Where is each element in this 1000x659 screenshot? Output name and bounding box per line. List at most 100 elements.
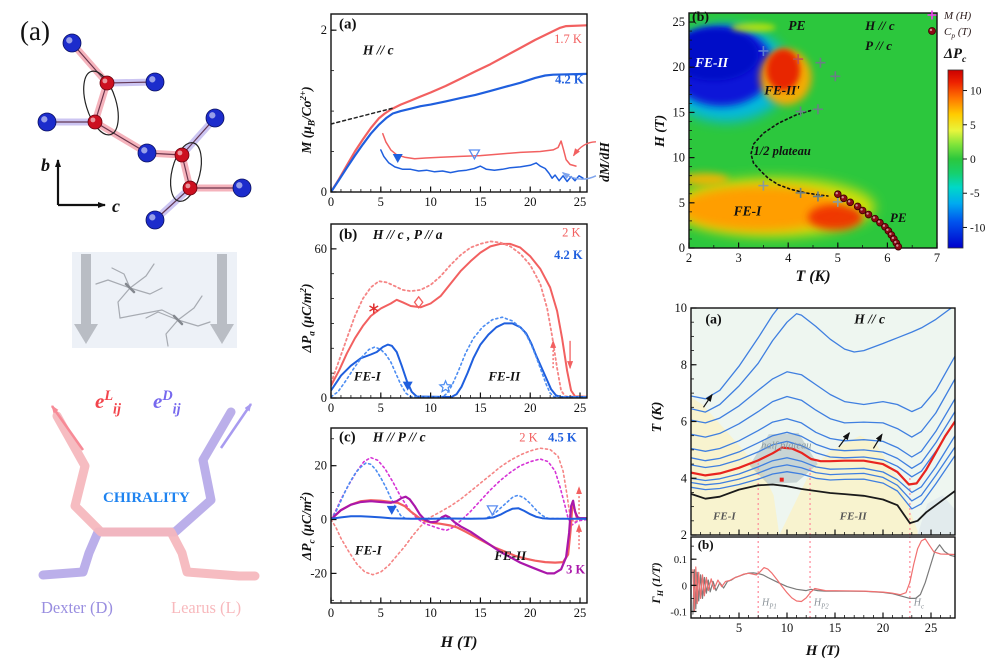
svg-text:4.2 K: 4.2 K bbox=[554, 248, 583, 262]
svg-text:FE-I: FE-I bbox=[733, 203, 763, 218]
svg-text:ΔPc (μC/m2): ΔPc (μC/m2) bbox=[300, 492, 317, 562]
svg-text:25: 25 bbox=[925, 621, 938, 635]
svg-text:ΓH (1/T): ΓH (1/T) bbox=[650, 562, 665, 604]
svg-text:0: 0 bbox=[328, 195, 334, 209]
svg-text:b: b bbox=[41, 155, 50, 175]
svg-text:P // c: P // c bbox=[865, 38, 892, 53]
svg-text:FE-I: FE-I bbox=[354, 543, 383, 558]
svg-text:0: 0 bbox=[321, 185, 327, 199]
svg-text:10: 10 bbox=[970, 86, 982, 98]
svg-text:T (K): T (K) bbox=[795, 268, 830, 285]
svg-text:20: 20 bbox=[877, 621, 890, 635]
svg-text:60: 60 bbox=[315, 242, 328, 256]
svg-text:10: 10 bbox=[424, 401, 437, 415]
svg-text:5: 5 bbox=[378, 195, 384, 209]
svg-text:eLij: eLij bbox=[95, 388, 121, 417]
svg-text:5: 5 bbox=[835, 251, 841, 265]
magnetization-plot: 0 5 10 15 20 25 0 2 (a) H // c 1.7 K 4.2 K M (μB/Co2… bbox=[300, 0, 652, 218]
svg-text:20: 20 bbox=[524, 606, 537, 620]
svg-text:PE: PE bbox=[890, 210, 907, 225]
svg-text:5: 5 bbox=[679, 196, 685, 210]
svg-text:(a): (a) bbox=[339, 17, 357, 33]
svg-text:FE-II: FE-II bbox=[694, 55, 729, 70]
svg-text:2: 2 bbox=[321, 23, 327, 37]
svg-text:15: 15 bbox=[474, 606, 487, 620]
svg-text:H (T): H (T) bbox=[440, 634, 478, 651]
svg-text:-5: -5 bbox=[970, 188, 980, 200]
panel-a-label: (a) bbox=[20, 16, 50, 46]
svg-text:3 K: 3 K bbox=[566, 562, 585, 576]
svg-text:-10: -10 bbox=[970, 222, 986, 234]
svg-text:1/2 plateau: 1/2 plateau bbox=[753, 144, 810, 158]
svg-text:7: 7 bbox=[934, 251, 940, 265]
svg-text:15: 15 bbox=[673, 105, 686, 119]
svg-text:FE-I: FE-I bbox=[353, 369, 382, 384]
svg-text:15: 15 bbox=[474, 195, 487, 209]
svg-text:dM/dH: dM/dH bbox=[597, 142, 612, 182]
svg-text:4: 4 bbox=[785, 251, 792, 265]
svg-text:0: 0 bbox=[682, 581, 687, 592]
svg-text:2: 2 bbox=[686, 251, 692, 265]
svg-text:(b): (b) bbox=[339, 227, 357, 243]
svg-text:8: 8 bbox=[681, 358, 687, 372]
svg-text:0: 0 bbox=[328, 606, 334, 620]
svg-text:5: 5 bbox=[378, 606, 384, 620]
svg-text:FE-II: FE-II bbox=[487, 369, 521, 384]
svg-text:2: 2 bbox=[681, 528, 687, 540]
svg-text:PE: PE bbox=[788, 18, 805, 33]
svg-text:M (H): M (H) bbox=[943, 10, 972, 22]
svg-text:4.5 K: 4.5 K bbox=[548, 430, 577, 444]
svg-text:5: 5 bbox=[970, 120, 976, 132]
svg-text:25: 25 bbox=[574, 401, 587, 415]
svg-text:M (μB/Co2+): M (μB/Co2+) bbox=[300, 86, 317, 154]
svg-text:eDij: eDij bbox=[153, 388, 181, 417]
svg-text:0: 0 bbox=[321, 513, 327, 527]
svg-text:(b): (b) bbox=[698, 537, 714, 552]
svg-text:ΔPc: ΔPc bbox=[943, 46, 967, 65]
svg-text:(c): (c) bbox=[339, 429, 356, 445]
svg-text:10: 10 bbox=[673, 151, 686, 165]
svg-text:H (T): H (T) bbox=[655, 115, 668, 148]
svg-text:25: 25 bbox=[673, 15, 686, 29]
svg-text:FE-II': FE-II' bbox=[763, 82, 800, 97]
svg-text:20: 20 bbox=[315, 459, 328, 473]
svg-text:1.7 K: 1.7 K bbox=[554, 32, 582, 46]
svg-text:H // c: H // c bbox=[362, 42, 394, 57]
svg-text:FE-II: FE-II bbox=[493, 548, 527, 563]
svg-text:5: 5 bbox=[736, 621, 742, 635]
svg-text:6: 6 bbox=[884, 251, 890, 265]
chirality-schematic: eLij eDij CHIRALITY Dexter (D) Learus (L) bbox=[25, 350, 280, 640]
svg-text:15: 15 bbox=[829, 621, 842, 635]
svg-text:5: 5 bbox=[378, 401, 384, 415]
svg-text:T (K): T (K) bbox=[650, 402, 665, 433]
svg-text:6: 6 bbox=[681, 415, 687, 429]
svg-text:H // c , P // a: H // c , P // a bbox=[372, 227, 443, 242]
svg-text:25: 25 bbox=[574, 606, 587, 620]
svg-text:20: 20 bbox=[524, 401, 537, 415]
molecule-sketch-box bbox=[58, 238, 253, 356]
svg-text:-20: -20 bbox=[310, 566, 327, 580]
svg-text:(b): (b) bbox=[692, 10, 709, 25]
svg-text:Dexter (D): Dexter (D) bbox=[41, 598, 113, 617]
phase-diagram-heatmap: 2 3 4 5 6 7 0 5 10 15 20 25 (b) PE H // c P // c FE-II FE… bbox=[655, 0, 957, 287]
svg-text:2 K: 2 K bbox=[562, 225, 580, 239]
svg-text:H (T): H (T) bbox=[805, 643, 841, 659]
svg-text:ΔPa (μC/m2): ΔPa (μC/m2) bbox=[300, 283, 317, 353]
svg-text:FE-II: FE-II bbox=[839, 510, 868, 522]
svg-text:FE-I: FE-I bbox=[712, 510, 736, 522]
svg-text:(a): (a) bbox=[705, 313, 722, 328]
heatmap-legend: M (H) Cp (T) bbox=[922, 4, 1000, 42]
polarization-c-plot: 0 5 10 15 20 25 -20 0 20 (c) H // P // c 2 K 4.5 K 3 … bbox=[300, 408, 652, 659]
svg-text:half plateau: half plateau bbox=[761, 440, 811, 451]
magnetocaloric-waterfall-plot: 2 4 6 8 10 (a) H // c FE-I FE-II half plateau T (K… bbox=[650, 295, 958, 540]
heatmap-colorbar: 10 5 0 -5 -10 ΔPc bbox=[938, 42, 1000, 262]
svg-text:Hc: Hc bbox=[913, 598, 924, 611]
svg-text:HP1: HP1 bbox=[761, 598, 777, 611]
svg-text:10: 10 bbox=[424, 195, 437, 209]
svg-text:H // c: H // c bbox=[853, 312, 885, 327]
svg-text:0: 0 bbox=[970, 154, 976, 166]
svg-text:20: 20 bbox=[673, 60, 686, 74]
svg-text:10: 10 bbox=[675, 301, 688, 315]
